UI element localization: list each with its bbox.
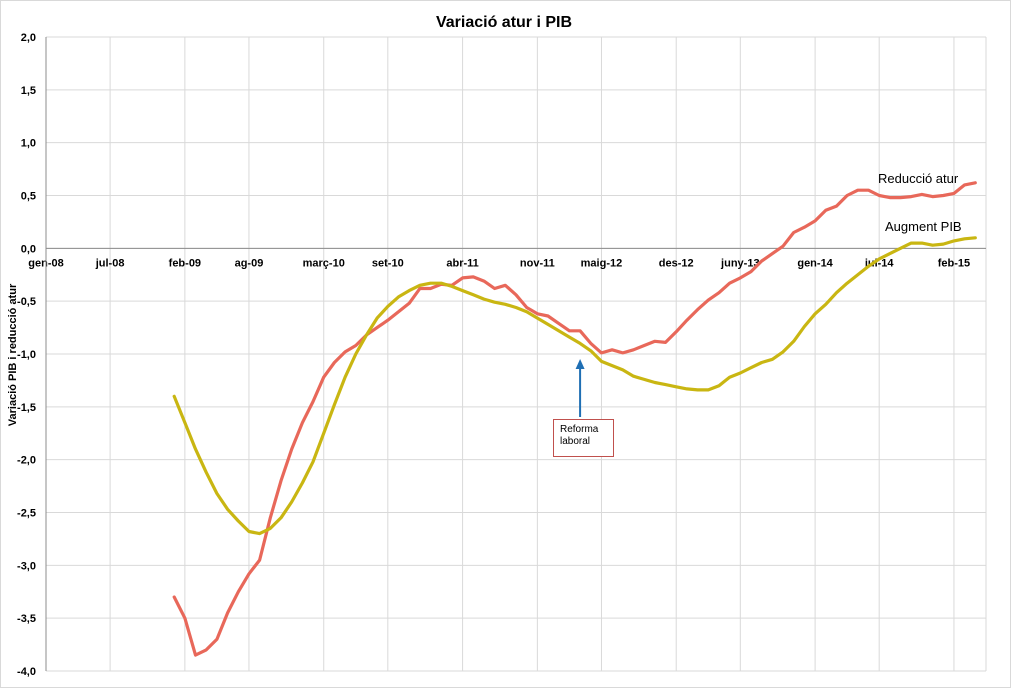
- x-tick-label: gen-14: [797, 257, 833, 269]
- y-tick-label: 1,5: [21, 85, 36, 97]
- x-tick-label: jul-08: [95, 257, 125, 269]
- annotation-arrow: [575, 359, 585, 417]
- y-tick-label: 2,0: [21, 32, 36, 44]
- x-tick-label: març-10: [303, 257, 345, 269]
- series: [172, 181, 977, 657]
- y-tick-label: 0,0: [21, 243, 36, 255]
- x-tick-label: jul-14: [864, 257, 895, 269]
- x-tick-label: feb-09: [169, 257, 201, 269]
- y-tick-label: -0,5: [17, 296, 36, 308]
- x-tick-label: nov-11: [520, 257, 555, 269]
- series-label-reduccio-atur: Reducció atur: [878, 171, 959, 186]
- x-tick-label: juny-13: [720, 257, 760, 269]
- series-line-augment-pib: [172, 236, 977, 536]
- y-tick-label: -1,5: [17, 402, 36, 414]
- y-tick-label: -4,0: [17, 666, 36, 678]
- grid: [45, 36, 987, 672]
- chart-title: Variació atur i PIB: [436, 14, 572, 31]
- x-tick-label: des-12: [659, 257, 694, 269]
- series-label-augment-pib: Augment PIB: [885, 219, 962, 234]
- annotation-box: Reforma laboral: [553, 419, 614, 457]
- y-axis-label: Variació PIB i reducció atur: [7, 283, 19, 426]
- x-tick-label: set-10: [372, 257, 404, 269]
- y-tick-label: -2,5: [17, 508, 36, 520]
- x-tick-label: feb-15: [938, 257, 970, 269]
- y-tick-label: 0,5: [21, 191, 36, 203]
- y-tick-label: -2,0: [17, 455, 36, 467]
- x-tick-label: ag-09: [235, 257, 264, 269]
- x-tick-label: maig-12: [581, 257, 623, 269]
- annotation-arrow-head: [575, 359, 585, 369]
- axes: 2,0 1,5 1,0 0,5 0,0 -0,5 -1,0 -1,5 -2,0 -2,5 -3,0 -…: [17, 32, 986, 678]
- annotation-text-line2: laboral: [560, 436, 591, 447]
- y-tick-label: -1,0: [17, 349, 36, 361]
- y-tick-label: 1,0: [21, 138, 36, 150]
- series-line-reduccio-atur: [172, 181, 977, 657]
- annotation-text-line1: Reforma: [560, 424, 599, 435]
- y-tick-label: -3,0: [17, 560, 36, 572]
- x-tick-label: abr-11: [446, 257, 478, 269]
- y-tick-label: -3,5: [17, 613, 36, 625]
